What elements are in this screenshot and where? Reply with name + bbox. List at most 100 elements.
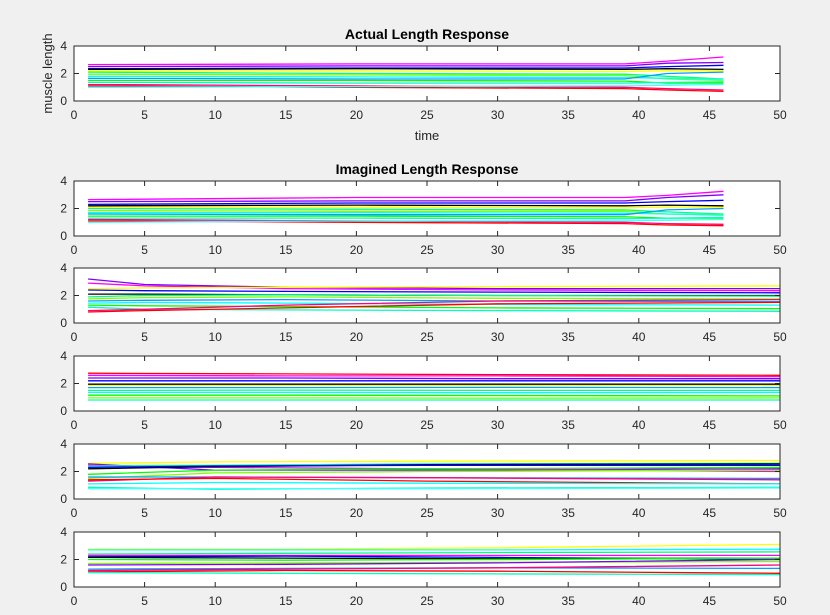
y-tick-label: 0 <box>60 229 67 243</box>
series-line-3 <box>88 377 780 380</box>
x-tick-label: 50 <box>773 594 787 608</box>
series-line-3 <box>88 199 724 206</box>
y-tick-label: 2 <box>60 202 67 216</box>
x-tick-label: 25 <box>420 594 434 608</box>
x-tick-label: 40 <box>632 506 646 520</box>
x-tick-label: 0 <box>71 108 78 122</box>
x-tick-label: 0 <box>71 506 78 520</box>
x-tick-label: 35 <box>562 330 576 344</box>
x-tick-label: 20 <box>350 506 364 520</box>
x-tick-label: 10 <box>209 594 223 608</box>
x-tick-label: 5 <box>141 330 148 344</box>
x-tick-label: 15 <box>279 330 293 344</box>
x-tick-label: 40 <box>632 243 646 257</box>
series-line-13 <box>88 301 780 313</box>
x-tick-label: 25 <box>420 330 434 344</box>
series-line-9 <box>88 71 724 80</box>
series-line-9 <box>88 301 780 306</box>
series-line-2 <box>88 61 724 68</box>
series-line-11 <box>88 306 780 312</box>
series-line-6 <box>88 207 724 215</box>
y-tick-label: 4 <box>60 525 67 539</box>
series-line-7 <box>88 296 780 300</box>
series-line-1 <box>88 459 780 464</box>
series-group <box>88 543 780 576</box>
series-line-1 <box>88 372 780 376</box>
series-line-6 <box>88 71 724 80</box>
subplot-6: 0 5 10 15 20 25 30 35 40 45 50 0 2 4 <box>60 525 787 608</box>
x-tick-label: 20 <box>350 594 364 608</box>
x-tick-label: 10 <box>209 330 223 344</box>
y-tick-label: 0 <box>60 580 67 594</box>
series-line-5 <box>88 70 724 73</box>
series-line-4 <box>88 289 780 294</box>
series-line-7 <box>88 557 780 561</box>
x-tick-label: 15 <box>279 506 293 520</box>
x-tick-label: 0 <box>71 418 78 432</box>
plot-area <box>74 356 780 411</box>
series-line-11 <box>88 81 724 84</box>
y-tick-label: 4 <box>60 261 67 275</box>
series-group <box>88 190 724 227</box>
series-line-2 <box>88 548 780 551</box>
x-tick-label: 50 <box>773 108 787 122</box>
series-line-8 <box>88 469 780 480</box>
y-tick-label: 2 <box>60 67 67 81</box>
x-tick-label: 10 <box>209 506 223 520</box>
x-tick-label: 40 <box>632 330 646 344</box>
x-tick-label: 20 <box>350 243 364 257</box>
series-line-14 <box>88 487 780 490</box>
x-tick-label: 35 <box>562 108 576 122</box>
x-tick-label: 10 <box>209 243 223 257</box>
x-tick-label: 20 <box>350 108 364 122</box>
series-group <box>88 459 780 491</box>
x-tick-label: 5 <box>141 108 148 122</box>
series-group <box>88 56 724 93</box>
series-line-6 <box>88 464 780 469</box>
y-tick-label: 0 <box>60 492 67 506</box>
series-line-11 <box>88 477 780 485</box>
series-line-8 <box>88 560 780 565</box>
x-tick-label: 50 <box>773 506 787 520</box>
series-line-10 <box>88 304 780 310</box>
y-tick-label: 0 <box>60 404 67 418</box>
x-tick-label: 15 <box>279 243 293 257</box>
x-tick-label: 35 <box>562 243 576 257</box>
x-tick-label: 50 <box>773 243 787 257</box>
subplot-2: 0 5 10 15 20 25 30 35 40 45 50 0 2 4 Imagined Length R… <box>60 161 787 257</box>
x-tick-label: 15 <box>279 594 293 608</box>
y-tick-label: 2 <box>60 289 67 303</box>
series-line-1 <box>88 56 724 66</box>
series-line-14 <box>88 218 724 223</box>
series-line-2 <box>88 374 780 378</box>
chart-title: Actual Length Response <box>345 26 509 42</box>
series-line-12 <box>88 298 780 312</box>
x-tick-label: 30 <box>491 594 505 608</box>
series-line-3 <box>88 285 780 290</box>
x-tick-label: 40 <box>632 108 646 122</box>
x-tick-label: 25 <box>420 243 434 257</box>
x-tick-label: 40 <box>632 418 646 432</box>
series-line-7 <box>88 73 724 82</box>
series-line-4 <box>88 462 780 467</box>
x-tick-label: 0 <box>71 330 78 344</box>
x-tick-label: 5 <box>141 506 148 520</box>
x-tick-label: 45 <box>703 418 717 432</box>
subplot-5: 0 5 10 15 20 25 30 35 40 45 50 0 2 4 <box>60 437 787 520</box>
x-tick-label: 25 <box>420 418 434 432</box>
x-tick-label: 15 <box>279 418 293 432</box>
series-line-8 <box>88 75 724 80</box>
x-tick-label: 50 <box>773 418 787 432</box>
y-tick-label: 2 <box>60 465 67 479</box>
series-line-4 <box>88 204 724 207</box>
x-tick-label: 45 <box>703 506 717 520</box>
subplot-1: 0 5 10 15 20 25 30 35 40 45 50 0 2 4 Actual Length Res… <box>40 26 787 143</box>
x-tick-label: 30 <box>491 243 505 257</box>
x-tick-label: 30 <box>491 506 505 520</box>
x-tick-label: 35 <box>562 594 576 608</box>
x-tick-label: 45 <box>703 243 717 257</box>
series-line-1 <box>88 543 780 550</box>
x-tick-label: 5 <box>141 418 148 432</box>
